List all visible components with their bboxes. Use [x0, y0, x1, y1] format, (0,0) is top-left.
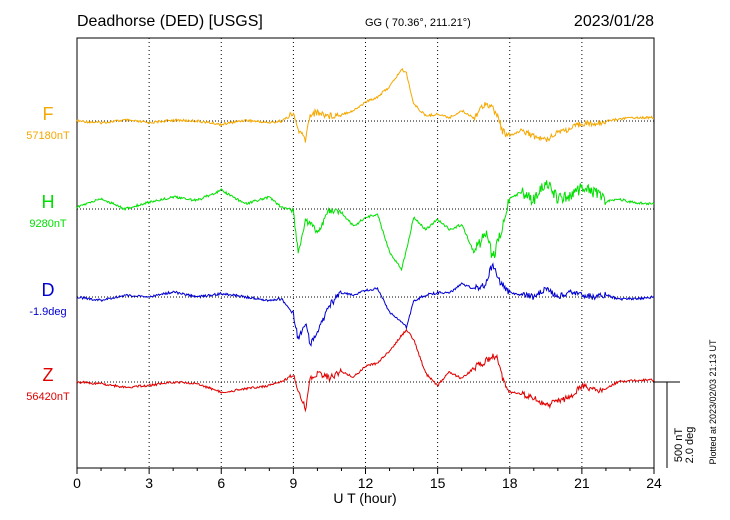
x-tick-label-9: 9: [289, 475, 297, 491]
trace-F: [76, 67, 655, 143]
traces: [76, 67, 655, 413]
x-tick-label-3: 3: [145, 475, 153, 491]
x-axis-label: U T (hour): [333, 490, 396, 506]
station-coordinates: GG ( 70.36°, 211.21°): [365, 17, 471, 29]
scale-label-deg: 2.0 deg: [684, 427, 696, 464]
x-axis-ticks: 0 3 6 9 12 15 18 21 24: [73, 468, 662, 491]
x-tick-label-15: 15: [430, 475, 446, 491]
plotted-note: Plotted at 2023/02/03 21:13 UT: [708, 339, 718, 465]
series-name-D: D: [42, 280, 55, 300]
series-name-Z: Z: [43, 365, 54, 385]
x-tick-label-18: 18: [502, 475, 518, 491]
series-baseline-F: 57180nT: [26, 130, 70, 142]
series-baseline-H: 9280nT: [29, 218, 67, 230]
x-tick-label-0: 0: [73, 475, 81, 491]
series-baseline-D: -1.9deg: [29, 306, 66, 318]
x-tick-label-21: 21: [574, 475, 590, 491]
scale-label-nt: 500 nT: [673, 428, 685, 463]
trace-D: [76, 262, 655, 347]
scale-bar: 500 nT 2.0 deg: [654, 381, 696, 468]
series-name-F: F: [43, 104, 54, 124]
series-baseline-Z: 56420nT: [26, 391, 70, 403]
trace-Z: [76, 328, 655, 413]
trace-H: [76, 180, 655, 272]
grid-lines: [148, 38, 583, 468]
series-labels: F 57180nT H 9280nT D -1.9deg Z 56420nT: [26, 104, 70, 403]
x-tick-label-6: 6: [217, 475, 225, 491]
x-tick-label-12: 12: [358, 475, 374, 491]
chart-date: 2023/01/28: [574, 13, 654, 30]
series-name-H: H: [42, 192, 55, 212]
chart-title: Deadhorse (DED) [USGS]: [77, 13, 263, 30]
x-tick-label-24: 24: [646, 475, 662, 491]
